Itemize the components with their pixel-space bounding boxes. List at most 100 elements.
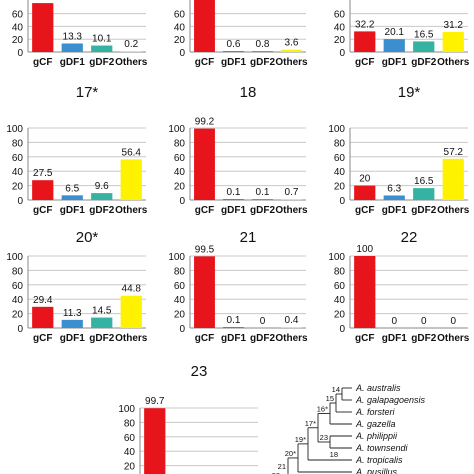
data-label: 0.1 <box>227 315 241 326</box>
bar-gcf <box>354 31 376 52</box>
data-label: 16.5 <box>414 176 434 187</box>
x-tick-label: Others <box>437 205 470 216</box>
taxon-label: A. gazella <box>355 419 396 429</box>
data-label: 99.7 <box>145 396 165 407</box>
x-tick-label: gDF1 <box>382 205 407 216</box>
data-label: 10.1 <box>92 34 112 45</box>
y-tick-label: 100 <box>328 124 345 135</box>
y-tick-label: 100 <box>118 404 135 415</box>
x-tick-label: gCF <box>33 57 52 68</box>
y-tick-label: 40 <box>124 447 136 458</box>
data-label: 56.4 <box>122 147 142 158</box>
y-tick-label: 20 <box>174 35 186 46</box>
bar-gdf2 <box>413 188 435 200</box>
y-tick-label: 0 <box>17 48 23 59</box>
x-tick-label: gDF1 <box>60 333 85 344</box>
data-label: 14.5 <box>92 306 112 317</box>
x-tick-label: gDF1 <box>221 333 246 344</box>
data-label: 6.5 <box>65 183 79 194</box>
chart-title: 17* <box>76 84 99 101</box>
data-label: 99.2 <box>195 117 215 128</box>
y-tick-label: 0 <box>17 324 23 335</box>
x-tick-label: gDF1 <box>382 57 407 68</box>
x-tick-label: gCF <box>195 333 214 344</box>
node-label: 23 <box>320 433 328 442</box>
chart-title: 22 <box>401 229 418 246</box>
bar-others <box>281 199 302 200</box>
y-tick-label: 100 <box>6 252 23 263</box>
y-tick-label: 20 <box>334 35 346 46</box>
y-tick-label: 0 <box>179 324 185 335</box>
data-label: 9.6 <box>95 181 109 192</box>
node-label: 19* <box>295 435 306 444</box>
data-label: 0.1 <box>227 187 241 198</box>
y-tick-label: 60 <box>174 281 186 292</box>
data-label: 31.2 <box>444 20 464 31</box>
data-label: 0 <box>391 316 397 327</box>
y-tick-label: 40 <box>174 22 186 33</box>
bar-gdf2 <box>91 45 113 52</box>
y-tick-label: 80 <box>124 418 136 429</box>
data-label: 0.2 <box>124 39 138 50</box>
chart-panel-6: 100 80 60 40 20 0 29.4 gCF 11.3 gDF1 14.5 gDF2 44.8 O… <box>6 229 147 344</box>
y-tick-label: 100 <box>168 252 185 263</box>
y-tick-label: 20 <box>12 35 24 46</box>
x-tick-label: gDF2 <box>250 57 275 68</box>
y-tick-label: 80 <box>12 138 24 149</box>
taxon-label: A. australis <box>355 383 401 393</box>
y-tick-label: 0 <box>339 196 345 207</box>
bar-gdf2 <box>413 41 435 52</box>
y-tick-label: 40 <box>174 295 186 306</box>
y-tick-label: 20 <box>174 310 186 321</box>
data-label: 32.2 <box>355 19 375 30</box>
y-tick-label: 60 <box>124 433 136 444</box>
y-tick-label: 80 <box>334 138 346 149</box>
node-label: 18 <box>330 450 338 459</box>
x-tick-label: gCF <box>195 205 214 216</box>
x-tick-label: gDF1 <box>221 57 246 68</box>
node-label: 22 <box>272 471 280 474</box>
x-tick-label: Others <box>275 333 308 344</box>
x-tick-label: Others <box>437 333 470 344</box>
chart-title: 23 <box>191 363 208 380</box>
x-tick-label: Others <box>275 205 308 216</box>
x-tick-label: gDF1 <box>382 333 407 344</box>
chart-panel-7: 100 80 60 40 20 0 99.5 gCF 0.1 gDF1 0 gDF2 0.4 Others… <box>168 229 308 344</box>
x-tick-label: gDF2 <box>411 205 436 216</box>
data-label: 0.8 <box>256 39 270 50</box>
bar-gcf <box>354 256 376 328</box>
bar-gdf1 <box>223 199 244 200</box>
x-tick-label: gCF <box>33 205 52 216</box>
x-tick-label: gDF1 <box>60 57 85 68</box>
node-label: 15 <box>326 394 334 403</box>
data-label: 0 <box>450 316 456 327</box>
y-tick-label: 0 <box>179 196 185 207</box>
y-tick-label: 80 <box>174 266 186 277</box>
data-label: 20 <box>359 174 371 185</box>
chart-panel-3: 100 80 60 40 20 0 27.5 gCF 6.5 gDF1 9.6 gDF2 56.4 Oth… <box>6 84 147 216</box>
bar-gdf1 <box>383 195 405 200</box>
y-tick-label: 40 <box>12 295 24 306</box>
y-tick-label: 20 <box>174 182 186 193</box>
bar-gcf <box>144 408 166 474</box>
data-label: 27.5 <box>33 168 53 179</box>
y-tick-label: 60 <box>334 153 346 164</box>
chart-title: 19* <box>398 84 421 101</box>
x-tick-label: gDF1 <box>221 205 246 216</box>
x-tick-label: gDF2 <box>89 333 114 344</box>
x-tick-label: gCF <box>195 57 214 68</box>
y-tick-label: 60 <box>12 281 24 292</box>
y-tick-label: 0 <box>17 196 23 207</box>
bar-others <box>281 49 302 52</box>
data-label: 13.3 <box>63 31 83 42</box>
data-label: 0.7 <box>285 187 299 198</box>
data-label: 11.3 <box>63 308 82 319</box>
y-tick-label: 60 <box>334 281 346 292</box>
x-tick-label: gDF2 <box>411 333 436 344</box>
chart-title: 21 <box>240 229 257 246</box>
chart-title: 20* <box>76 229 99 246</box>
